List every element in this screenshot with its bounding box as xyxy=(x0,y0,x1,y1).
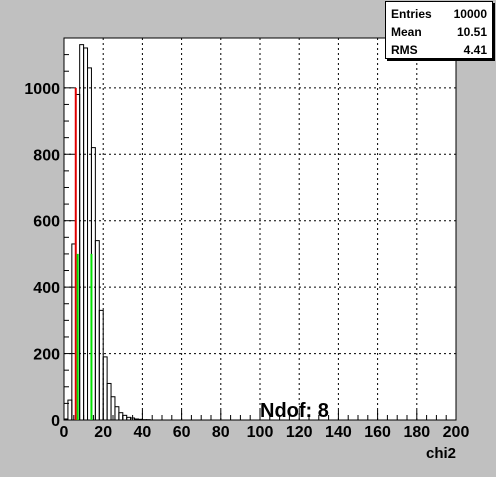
stats-row-entries: Entries 10000 xyxy=(391,5,487,23)
x-axis-label: chi2 xyxy=(426,445,456,462)
stats-label: RMS xyxy=(391,41,418,59)
histogram-bin xyxy=(138,419,142,420)
stats-row-rms: RMS 4.41 xyxy=(391,41,487,59)
x-tick-label: 200 xyxy=(443,424,470,441)
x-tick-label: 100 xyxy=(247,424,274,441)
ndof-annotation: Ndof: 8 xyxy=(260,400,329,422)
y-tick-label: 200 xyxy=(33,347,60,364)
stats-row-mean: Mean 10.51 xyxy=(391,23,487,41)
stats-box: Entries 10000 Mean 10.51 RMS 4.41 xyxy=(385,1,493,59)
y-tick-label: 0 xyxy=(51,413,60,430)
y-tick-label: 1000 xyxy=(24,81,60,98)
x-tick-label: 140 xyxy=(325,424,352,441)
x-tick-label: 40 xyxy=(134,424,152,441)
stats-label: Entries xyxy=(391,5,432,23)
x-tick-label: 0 xyxy=(60,424,69,441)
stats-value: 4.41 xyxy=(464,41,487,59)
y-tick-label: 400 xyxy=(33,280,60,297)
x-tick-label: 160 xyxy=(364,424,391,441)
x-tick-label: 120 xyxy=(286,424,313,441)
y-tick-label: 600 xyxy=(33,214,60,231)
stats-value: 10000 xyxy=(454,5,487,23)
y-tick-label: 800 xyxy=(33,147,60,164)
histogram-bin xyxy=(135,419,139,420)
x-tick-label: 60 xyxy=(173,424,191,441)
x-tick-label: 20 xyxy=(94,424,112,441)
stats-label: Mean xyxy=(391,23,422,41)
x-tick-label: 180 xyxy=(403,424,430,441)
stats-value: 10.51 xyxy=(457,23,487,41)
x-tick-label: 80 xyxy=(212,424,230,441)
